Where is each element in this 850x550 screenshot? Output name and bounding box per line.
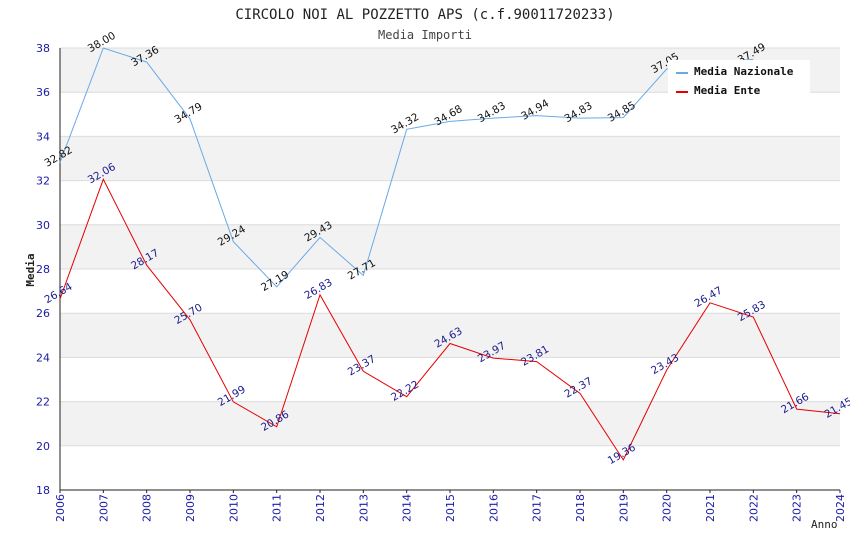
data-label-nazionale: 34.32 [389,111,421,136]
x-tick-label: 2009 [184,494,197,522]
legend-label-nazionale: Media Nazionale [694,65,794,78]
chart-title: CIRCOLO NOI AL POZZETTO APS (c.f.9001172… [235,7,614,23]
x-tick-label: 2019 [617,494,630,522]
y-tick-label: 32 [36,175,50,188]
data-label-nazionale: 34.68 [432,103,464,128]
series-line-nazionale [59,47,754,288]
y-tick-label: 24 [36,351,50,364]
y-tick-label: 26 [36,307,50,320]
series-lines [59,47,841,461]
grid-bands [60,48,840,446]
x-tick-label: 2018 [574,494,587,522]
data-label-ente: 22.37 [562,375,594,400]
chart-subtitle: Media Importi [378,28,472,42]
data-label-ente: 26.64 [42,281,74,307]
legend-box [668,60,810,96]
legend: Media Nazionale Media Ente [668,60,810,97]
x-tick-label: 2008 [141,494,154,522]
y-tick-label: 30 [36,219,50,232]
data-label-nazionale: 34.83 [562,100,594,125]
x-tick-label: 2020 [661,494,674,522]
y-tick-label: 20 [36,440,50,453]
x-tick-label: 2016 [487,494,500,522]
data-label-nazionale: 27.19 [259,269,291,294]
y-tick-label: 18 [36,484,50,497]
series-line-ente [59,178,841,461]
y-tick-label: 38 [36,42,50,55]
x-tick-label: 2023 [791,494,804,522]
data-label-ente: 22.22 [389,378,421,403]
data-label-nazionale: 34.83 [476,100,508,125]
x-tick-label: 2013 [357,494,370,522]
x-tick-label: 2007 [97,494,110,522]
y-tick-label: 34 [36,130,50,143]
x-tick-label: 2021 [704,494,717,522]
grid-lines [60,47,840,491]
grid-band [60,401,840,446]
y-tick-labels: 18 20 22 24 26 28 30 32 34 36 38 [36,42,50,497]
y-tick-label: 36 [36,86,50,99]
x-tick-label: 2015 [444,494,457,522]
x-tick-label: 2022 [747,494,760,522]
x-tick-label: 2012 [314,494,327,522]
data-label-nazionale: 34.94 [519,97,551,123]
y-tick-label: 22 [36,396,50,409]
grid-band [60,224,840,269]
x-tick-label: 2006 [54,494,67,522]
y-axis-label: Media [24,253,37,286]
x-tick-label: 2017 [531,494,544,522]
data-label-nazionale: 34.79 [172,101,204,126]
grid-band [60,136,840,181]
data-label-nazionale: 34.85 [606,99,638,124]
x-axis-label: Anno [811,518,838,531]
x-tick-label: 2014 [401,494,414,522]
legend-label-ente: Media Ente [694,84,761,97]
x-tick-label: 2011 [271,494,284,522]
y-tick-label: 28 [36,263,50,276]
x-tick-label: 2010 [227,494,240,522]
x-tick-labels: 2006 2007 2008 2009 2010 2011 2012 2013 2014 2015… [54,490,847,522]
x-tick-label: 2024 [834,494,847,522]
